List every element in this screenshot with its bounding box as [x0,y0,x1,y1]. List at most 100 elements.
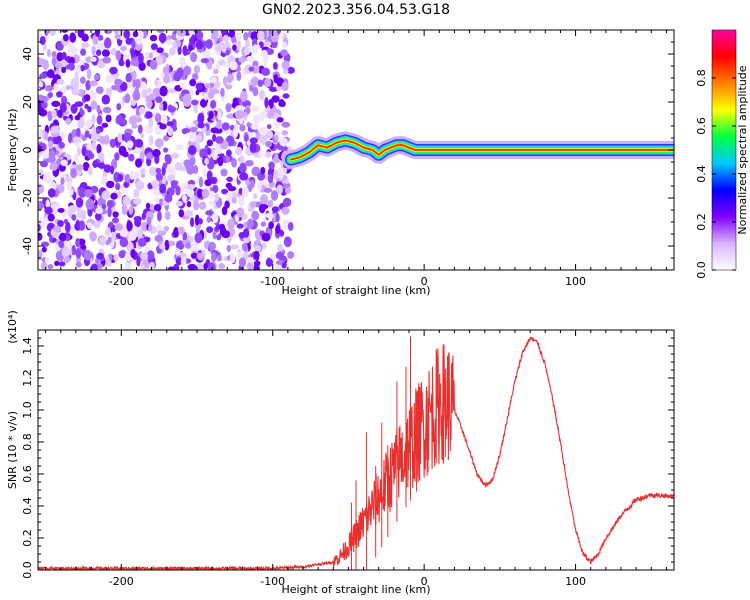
noise-blob [81,146,87,157]
colorbar-tick-label: 0.8 [695,69,708,87]
noise-blob [251,65,260,74]
noise-blob [53,135,62,145]
noise-blob [154,234,163,242]
noise-blob [122,151,129,158]
noise-blob [221,206,228,216]
noise-blob [74,72,79,83]
noise-blob [154,138,164,148]
noise-blob [129,170,136,180]
noise-blob [164,193,173,203]
noise-blob [63,256,71,263]
noise-blob [285,187,292,194]
colorbar-tick-label: 0.6 [695,117,708,135]
noise-blob [54,260,60,266]
noise-blob [89,231,96,241]
colorbar-ticks: 0.0 0.2 0.4 0.6 0.8 [695,69,736,279]
noise-blob [270,190,279,201]
noise-blob [261,67,271,77]
x-tick-label: -200 [109,275,134,288]
noise-blob [77,30,85,38]
noise-blob [247,206,255,213]
noise-blob [67,43,76,54]
noise-blob [246,55,255,62]
noise-blob [69,32,77,43]
noise-blob [134,78,141,89]
noise-blob [154,113,162,123]
noise-blob [187,263,197,270]
noise-blob [66,84,70,91]
noise-blob [276,117,284,123]
noise-blob [207,262,216,270]
noise-blob [185,242,191,249]
noise-blob [273,169,279,180]
noise-blob [107,236,112,244]
noise-blob [86,68,92,80]
noise-blob [38,224,41,232]
noise-blob [84,119,93,129]
noise-blob [84,103,89,109]
noise-blob [236,146,243,156]
noise-blob [47,92,54,98]
noise-blob [96,104,101,113]
noise-blob [180,256,187,266]
noise-blob [101,49,110,57]
noise-blob [119,237,129,248]
noise-blob [133,189,140,199]
noise-blob [228,30,235,38]
noise-blob [248,44,253,53]
noise-blob [196,252,204,260]
noise-blob [274,152,279,164]
noise-blob [268,161,275,170]
noise-blob [167,106,177,113]
noise-blob [103,164,112,173]
noise-blob [146,250,155,261]
colorbar-label: Normalized spectral amplitude [736,65,749,234]
noise-blob [241,242,248,252]
noise-blob [45,199,50,209]
noise-blob [114,33,121,40]
noise-blob [102,56,112,64]
noise-blob [110,192,118,200]
noise-blob [212,212,219,224]
noise-blob [42,96,48,104]
noise-blob [226,74,235,83]
noise-blob [281,262,287,269]
noise-blob [252,86,259,97]
noise-blob [242,100,252,108]
noise-blob [225,155,231,163]
noise-blob [38,169,44,176]
y-tick-label: -20 [21,189,34,207]
noise-blob [124,173,131,183]
noise-blob [170,152,180,159]
noise-blob [159,102,164,111]
noise-blob [261,232,271,242]
noise-blob [239,162,247,174]
noise-blob [179,82,185,89]
noise-blob [112,217,119,224]
noise-blob [208,200,216,206]
noise-blob [210,127,219,134]
noise-blob [43,131,49,141]
noise-blob [250,179,255,189]
noise-blob [119,229,129,238]
noise-blob [121,204,128,215]
noise-blob [225,182,231,189]
noise-blob [265,48,274,55]
noise-blob [44,206,53,215]
noise-blob [281,81,289,92]
noise-blob [147,87,152,94]
noise-blob [83,249,92,261]
noise-blob [236,71,242,81]
noise-blob [221,230,230,239]
noise-blob [76,127,81,138]
noise-blob [41,246,47,253]
noise-blob [155,96,163,103]
noise-blob [287,221,294,231]
noise-blob [138,52,144,64]
y-tick-label: -40 [21,237,34,255]
noise-blob [281,130,289,136]
noise-blob [168,187,175,196]
noise-blob [206,62,213,70]
noise-blob [107,206,112,218]
